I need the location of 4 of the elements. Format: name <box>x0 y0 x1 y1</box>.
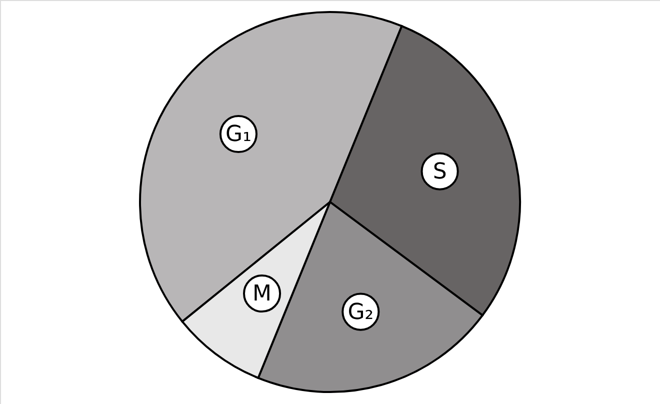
slice-label: S <box>432 159 447 184</box>
slice-label: M <box>252 282 272 307</box>
slice-label: G₂ <box>348 300 374 325</box>
slice-label: G₁ <box>226 122 252 148</box>
